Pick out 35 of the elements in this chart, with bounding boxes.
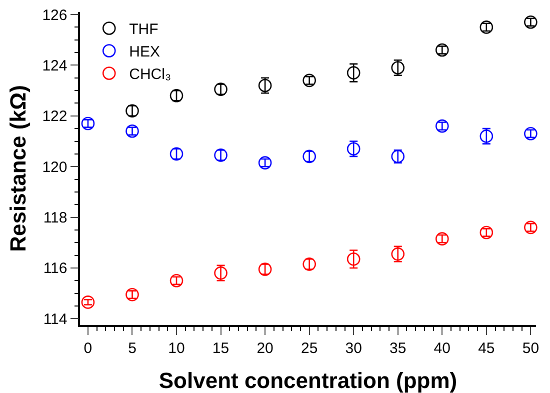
x-tick-label: 5 [128, 340, 136, 357]
legend-label: CHCl₃ [129, 66, 172, 84]
x-tick-label: 20 [256, 340, 274, 357]
y-tick-label: 122 [42, 108, 68, 126]
x-tick-label: 40 [434, 340, 450, 357]
point [524, 15, 538, 29]
point [346, 66, 360, 80]
y-tick-label: 126 [42, 6, 68, 24]
y-tick-label: 124 [42, 57, 68, 74]
point [346, 252, 360, 266]
x-tick-label: 30 [345, 340, 362, 357]
point [435, 119, 449, 133]
x-axis-title: Solvent concentration (ppm) [158, 368, 458, 393]
y-tick-label: 118 [43, 210, 68, 227]
x-tick-label: 50 [522, 340, 540, 357]
point [126, 124, 139, 138]
point [126, 288, 139, 302]
x-tick-label: 25 [300, 340, 318, 357]
x-tick-label: 10 [168, 340, 185, 357]
point [81, 296, 95, 309]
point [435, 43, 449, 57]
legend-label: THF [129, 21, 158, 38]
x-tick-label: 15 [212, 340, 230, 357]
x-tick-label: 35 [390, 340, 406, 357]
x-tick-label: 45 [478, 340, 495, 357]
point [524, 220, 538, 234]
y-tick-label: 116 [43, 260, 68, 278]
x-tick-label: 0 [84, 340, 92, 357]
y-tick-label: 114 [43, 310, 68, 328]
point [81, 116, 95, 130]
legend-label: HEX [129, 44, 160, 61]
y-tick-label: 120 [42, 158, 68, 176]
point [302, 74, 316, 88]
y-axis-title: Resistance (kΩ) [6, 85, 30, 252]
point [480, 226, 494, 240]
